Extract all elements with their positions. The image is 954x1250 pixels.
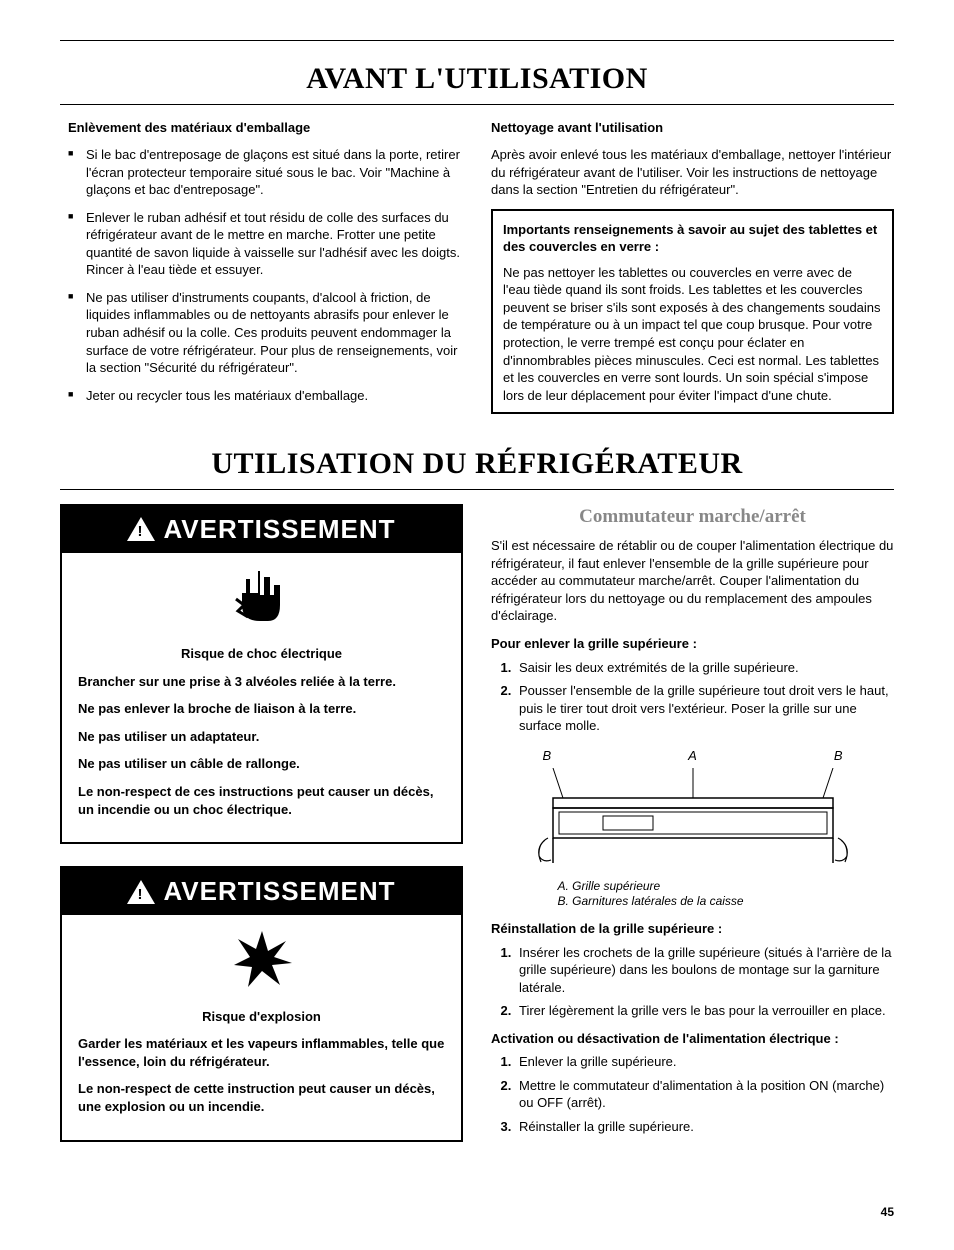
- section1-left-col: Enlèvement des matériaux d'emballage Si …: [60, 119, 463, 415]
- glass-box-heading: Importants renseignements à savoir au su…: [503, 221, 882, 256]
- steps-remove: Saisir les deux extrémités de la grille …: [491, 659, 894, 735]
- page-top-rule: [60, 40, 894, 41]
- warning-line: Ne pas utiliser un câble de rallonge.: [78, 755, 445, 773]
- warning-line: Le non-respect de cette instruction peut…: [78, 1080, 445, 1115]
- section-title-utilisation: UTILISATION DU RÉFRIGÉRATEUR: [60, 444, 894, 485]
- page-number: 45: [60, 1204, 894, 1220]
- step-item: Réinstaller la grille supérieure.: [515, 1118, 894, 1136]
- diagram-caption: A. Grille supérieure B. Garnitures latér…: [558, 879, 828, 910]
- warning-line: Brancher sur une prise à 3 alvéoles reli…: [78, 673, 445, 691]
- list-item: Si le bac d'entreposage de glaçons est s…: [68, 146, 463, 199]
- warning-line: Ne pas enlever la broche de liaison à la…: [78, 700, 445, 718]
- sub-commutateur: Commutateur marche/arrêt: [491, 504, 894, 530]
- step-item: Insérer les crochets de la grille supéri…: [515, 944, 894, 997]
- heading-power: Activation ou désactivation de l'aliment…: [491, 1030, 894, 1048]
- section2-rule: [60, 489, 894, 490]
- section-title-avant: AVANT L'UTILISATION: [60, 59, 894, 100]
- step-item: Mettre le commutateur d'alimentation à l…: [515, 1077, 894, 1112]
- step-item: Pousser l'ensemble de la grille supérieu…: [515, 682, 894, 735]
- warning-body: Risque de choc électrique Brancher sur u…: [62, 553, 461, 842]
- warning-risk: Risque d'explosion: [78, 1008, 445, 1026]
- warning-line: Le non-respect de ces instructions peut …: [78, 783, 445, 818]
- step-item: Tirer légèrement la grille vers le bas p…: [515, 1002, 894, 1020]
- warning-banner: AVERTISSEMENT: [62, 506, 461, 553]
- step-item: Enlever la grille supérieure.: [515, 1053, 894, 1071]
- heading-removal: Enlèvement des matériaux d'emballage: [60, 119, 463, 137]
- caption-a: A. Grille supérieure: [558, 879, 828, 895]
- glass-box-body: Ne pas nettoyer les tablettes ou couverc…: [503, 264, 882, 404]
- step-item: Saisir les deux extrémités de la grille …: [515, 659, 894, 677]
- warning-box-explosion: AVERTISSEMENT Risque d'explosion Garder …: [60, 866, 463, 1141]
- warning-label: AVERTISSEMENT: [163, 512, 395, 547]
- section2-right-col: Commutateur marche/arrêt S'il est nécess…: [491, 504, 894, 1164]
- section1-rule: [60, 104, 894, 105]
- caption-b: B. Garnitures latérales de la caisse: [558, 894, 828, 910]
- glass-info-box: Importants renseignements à savoir au su…: [491, 209, 894, 414]
- diagram-label-a: A: [688, 747, 697, 765]
- diagram-top-labels: B A B: [543, 747, 843, 765]
- warning-triangle-icon: [127, 880, 155, 904]
- list-item: Ne pas utiliser d'instruments coupants, …: [68, 289, 463, 377]
- section2-columns: AVERTISSEMENT Risque de choc électrique …: [60, 504, 894, 1164]
- warning-banner: AVERTISSEMENT: [62, 868, 461, 915]
- section2-left-col: AVERTISSEMENT Risque de choc électrique …: [60, 504, 463, 1164]
- grille-diagram: B A B A. Grille supérieure B. Garnitures: [491, 747, 894, 910]
- shock-hand-icon: [78, 565, 445, 634]
- list-item: Jeter ou recycler tous les matériaux d'e…: [68, 387, 463, 405]
- removal-list: Si le bac d'entreposage de glaçons est s…: [60, 146, 463, 404]
- heading-reinstall-grille: Réinstallation de la grille supérieure :: [491, 920, 894, 938]
- warning-label: AVERTISSEMENT: [163, 874, 395, 909]
- cleaning-para: Après avoir enlevé tous les matériaux d'…: [491, 146, 894, 199]
- warning-body: Risque d'explosion Garder les matériaux …: [62, 915, 461, 1139]
- section1-right-col: Nettoyage avant l'utilisation Après avoi…: [491, 119, 894, 415]
- diagram-label-b: B: [543, 747, 552, 765]
- grille-diagram-svg: [533, 768, 853, 868]
- steps-reinstall: Insérer les crochets de la grille supéri…: [491, 944, 894, 1020]
- list-item: Enlever le ruban adhésif et tout résidu …: [68, 209, 463, 279]
- warning-risk: Risque de choc électrique: [78, 645, 445, 663]
- heading-remove-grille: Pour enlever la grille supérieure :: [491, 635, 894, 653]
- diagram-label-b: B: [834, 747, 843, 765]
- warning-line: Garder les matériaux et les vapeurs infl…: [78, 1035, 445, 1070]
- explosion-icon: [78, 927, 445, 996]
- warning-line: Ne pas utiliser un adaptateur.: [78, 728, 445, 746]
- steps-power: Enlever la grille supérieure. Mettre le …: [491, 1053, 894, 1135]
- heading-cleaning: Nettoyage avant l'utilisation: [491, 119, 894, 137]
- warning-box-shock: AVERTISSEMENT Risque de choc électrique …: [60, 504, 463, 844]
- section1-columns: Enlèvement des matériaux d'emballage Si …: [60, 119, 894, 415]
- commutateur-intro: S'il est nécessaire de rétablir ou de co…: [491, 537, 894, 625]
- warning-triangle-icon: [127, 517, 155, 541]
